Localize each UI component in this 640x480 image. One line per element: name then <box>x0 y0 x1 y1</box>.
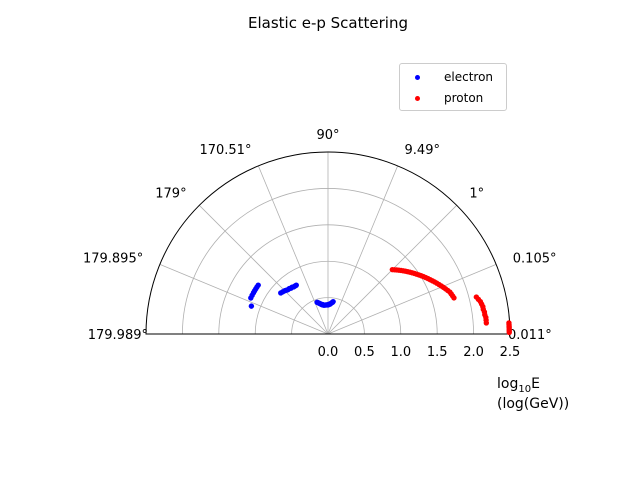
data-point-proton <box>506 329 512 336</box>
radial-axis-label: log10E <box>497 376 540 395</box>
radial-tick-label: 2.0 <box>463 345 484 360</box>
angular-grid-line <box>327 165 399 335</box>
polar-frame <box>145 151 511 335</box>
angular-tick-label: 0.105° <box>513 251 557 266</box>
legend-marker-proton <box>415 96 420 101</box>
radial-tick-label: 1.5 <box>427 345 448 360</box>
angular-tick-label: 179.989° <box>88 328 148 343</box>
radial-axis-label-main: log <box>497 376 518 392</box>
radial-tick-label: 0.0 <box>318 345 339 360</box>
angular-tick-label: 9.49° <box>405 143 440 158</box>
angular-tick-label: 0.011° <box>508 328 552 343</box>
angular-tick-label: 179.895° <box>83 251 143 266</box>
data-point-electron <box>248 295 254 301</box>
radial-tick-label: 2.5 <box>500 345 521 360</box>
angular-tick-label: 179° <box>155 187 186 202</box>
legend: electron proton <box>399 63 507 111</box>
radial-tick-label: 1.0 <box>390 345 411 360</box>
angular-grid-line <box>199 205 329 335</box>
legend-label-electron: electron <box>444 70 494 84</box>
radial-axis-label-subscript: 10 <box>518 384 531 395</box>
legend-marker-electron <box>415 75 420 80</box>
data-point-electron <box>314 299 320 306</box>
data-point-proton <box>451 295 457 301</box>
angular-tick-label: 1° <box>469 187 484 202</box>
radial-axis-label-line2: (log(GeV)) <box>497 396 569 412</box>
legend-item-electron: electron <box>400 68 506 86</box>
angular-grid-line <box>159 263 329 335</box>
data-point-proton <box>483 320 490 326</box>
chart-title: Elastic e-p Scattering <box>248 14 408 32</box>
radial-tick-label: 0.5 <box>354 345 375 360</box>
data-points <box>248 266 512 336</box>
angular-grid-line <box>327 263 497 335</box>
angular-grid-line <box>257 165 329 335</box>
angular-tick-label: 170.51° <box>199 143 251 158</box>
tick-labels: 0.0 0.5 1.0 1.5 2.0 2.5 0.011° 0.105° 1° 9.49° 90°… <box>83 128 557 360</box>
data-point-electron <box>278 290 284 296</box>
data-point-electron <box>248 303 255 309</box>
radial-axis-label-rest: E <box>531 376 540 392</box>
legend-label-proton: proton <box>444 91 484 105</box>
angular-tick-label: 90° <box>316 128 339 143</box>
legend-item-proton: proton <box>400 89 506 107</box>
